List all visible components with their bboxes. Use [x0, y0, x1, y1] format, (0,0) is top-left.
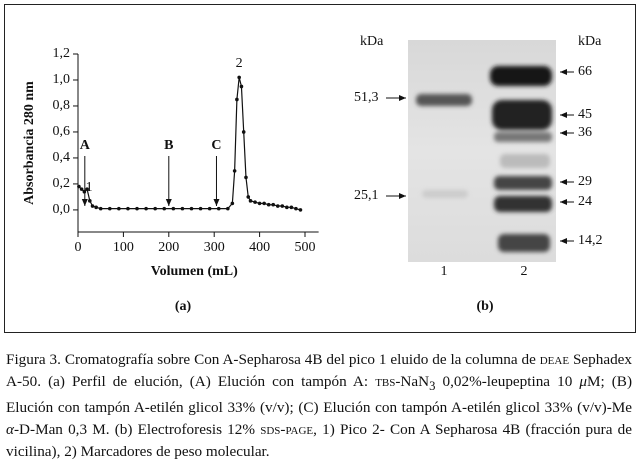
data-point [153, 206, 157, 211]
data-line [78, 77, 301, 211]
data-point [235, 97, 239, 102]
data-point [88, 199, 92, 203]
data-point [239, 84, 244, 89]
data-point [135, 206, 139, 211]
data-point [248, 199, 253, 203]
right-marker: 14,2 [578, 233, 603, 248]
caption-text: μ [579, 373, 587, 390]
peak-label: 2 [236, 56, 243, 71]
right-marker: 29 [578, 174, 592, 189]
panel-label: (a) [175, 299, 192, 314]
data-point [198, 206, 203, 211]
data-point [107, 206, 112, 211]
data-point [294, 206, 298, 211]
x-tick-label: 100 [113, 240, 134, 255]
data-point [226, 206, 230, 211]
data-point [275, 204, 280, 208]
caption-text: 0,02%-leupeptina 10 [435, 373, 580, 390]
data-point [79, 187, 84, 191]
data-point [232, 169, 237, 173]
x-tick-label: 200 [158, 240, 179, 255]
data-point [241, 130, 246, 134]
gel-bands [416, 66, 552, 252]
y-tick-label: 1,2 [53, 46, 71, 61]
y-tick-label: 0,6 [53, 124, 71, 139]
data-point [126, 206, 130, 211]
caption-text: -D-Man 0,3 M. (b) Electroforesis 12% [13, 421, 261, 439]
data-point [171, 206, 176, 211]
y-tick-label: 0,8 [53, 98, 71, 113]
data-point [85, 187, 89, 191]
data-point [189, 206, 194, 211]
left-marker: 25,1 [354, 188, 379, 203]
right-marker: 66 [578, 64, 592, 79]
lane-label: 2 [521, 264, 528, 279]
data-point [162, 206, 167, 211]
data-point [98, 206, 103, 211]
caption-text: , 1) Pico 2- Con A Sepharosa 4B (fracció… [6, 421, 632, 461]
x-axis-label: Volumen (mL) [151, 264, 238, 279]
caption-text: M; (B) Elución con tampón A-etilén glico… [6, 373, 632, 417]
x-tick-label: 500 [295, 240, 316, 255]
right-marker: 45 [578, 107, 592, 122]
caption-text: sds-page [260, 421, 314, 439]
data-point [237, 75, 241, 80]
caption-label: Figura 3. [6, 351, 61, 368]
figure: 0,0 0,2 0,4 0,6 0,8 1,0 1,2 0 100 200 300 400 500 Vol… [4, 4, 636, 333]
caption-text: Sephadex A-50. (a) Perfil de elución, (A… [6, 351, 632, 390]
data-point [230, 201, 235, 206]
caption-text: -NaN [395, 373, 430, 390]
frame [4, 4, 636, 333]
data-point [298, 208, 303, 212]
data-point [253, 200, 257, 204]
x-tick-label: 400 [249, 240, 270, 255]
peak-label: 1 [86, 180, 93, 195]
left-unit: kDa [360, 34, 384, 49]
data-point [257, 201, 262, 206]
arrow-label: C [211, 138, 221, 153]
data-point [90, 204, 95, 208]
data-point [271, 202, 276, 207]
data-point [77, 184, 81, 189]
data-point [280, 204, 285, 208]
x-tick-label: 300 [204, 240, 225, 255]
right-marker: 36 [578, 125, 592, 140]
right-markers: 66 45 36 29 24 14,2 [560, 64, 603, 248]
right-unit: kDa [578, 34, 602, 49]
data-point [289, 205, 294, 210]
arrow-label: B [164, 138, 173, 153]
y-tick-label: 0,0 [53, 202, 71, 217]
data-point [244, 175, 248, 180]
x-tick-label: 0 [75, 240, 82, 255]
y-tick-label: 1,0 [53, 72, 71, 87]
y-axis-label: Absorbancia 280 nm [22, 81, 37, 205]
caption-text: 3 [429, 379, 436, 394]
data-point [285, 205, 289, 210]
data-point [207, 206, 212, 211]
data-point [246, 195, 251, 199]
caption-text: α [6, 421, 14, 439]
y-tick-label: 0,2 [53, 176, 71, 191]
chromatogram: 0,0 0,2 0,4 0,6 0,8 1,0 1,2 0 100 200 300 400 500 Vol… [22, 46, 319, 314]
caption-text: Cromatografía sobre Con A-Sepharosa 4B d… [60, 351, 540, 368]
right-marker: 24 [578, 194, 592, 209]
data-point [144, 206, 148, 211]
panel-label: (b) [476, 299, 493, 314]
data-point [94, 205, 98, 210]
data-point [266, 202, 271, 207]
caption-text: tbs [375, 373, 396, 390]
caption: Figura 3. Cromatografía sobre Con A-Seph… [6, 349, 632, 463]
data-point [262, 201, 266, 206]
left-marker: 51,3 [354, 90, 379, 105]
lane-label: 1 [441, 264, 448, 279]
caption-text: deae [539, 351, 570, 368]
arrow-label: A [80, 138, 91, 153]
data-point [216, 206, 221, 211]
gel: kDa kDa 51,3 25,1 66 45 36 29 24 14,2 1 … [354, 34, 603, 314]
y-tick-label: 0,4 [53, 150, 71, 165]
data-point [180, 206, 185, 211]
data-point [117, 206, 121, 211]
